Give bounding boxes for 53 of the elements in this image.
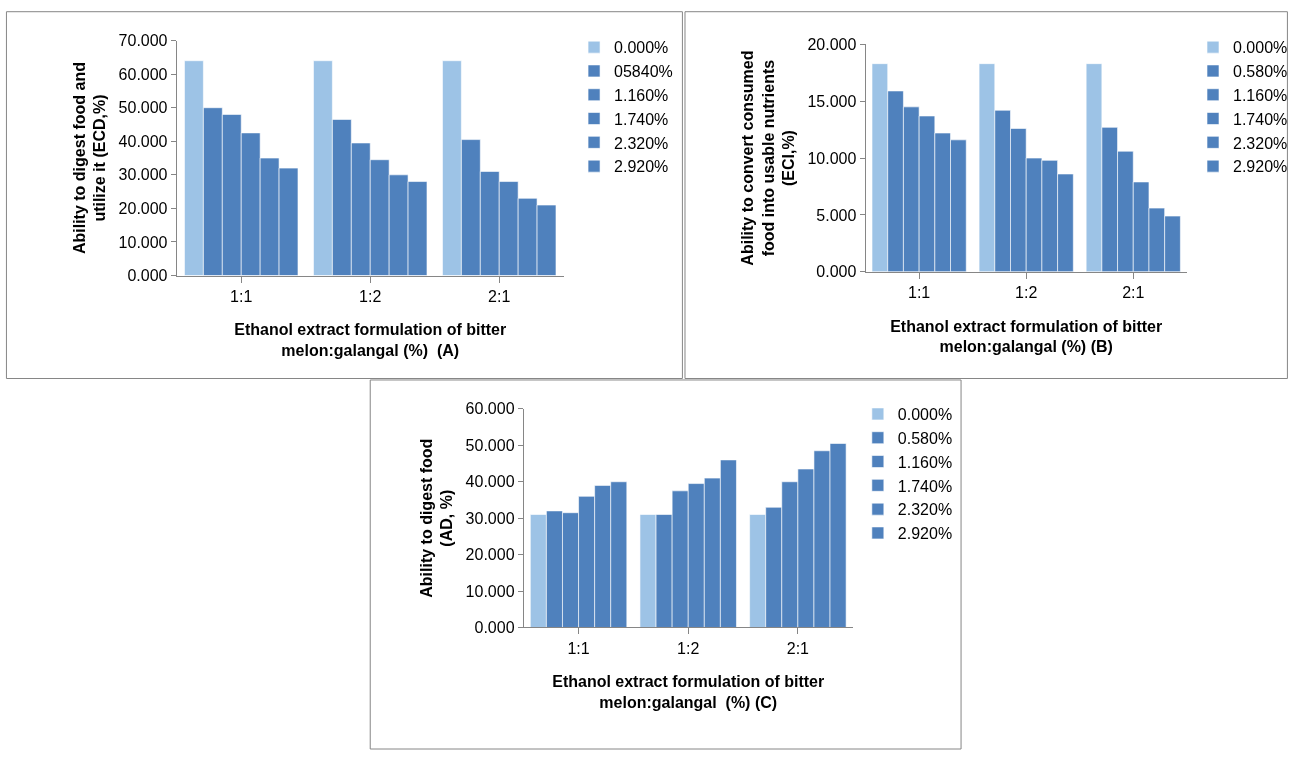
legend-label: 1.740%	[614, 110, 669, 128]
x-axis-title: Ethanol extract formulation of bitter melon:galangal (%) (C)	[552, 673, 825, 712]
legend-label: 0.000%	[1233, 39, 1288, 57]
legend-label: 2.920%	[897, 525, 953, 543]
legend-label: 2.320%	[614, 134, 669, 152]
x-tick-label: 2:1	[786, 639, 810, 657]
legend-label: 2.320%	[897, 501, 953, 519]
y-tick-label: 50.000	[465, 436, 515, 454]
x-tick-label: 1:1	[230, 287, 253, 305]
legend-label: 0.000%	[897, 406, 953, 424]
y-tick-label: 40.000	[465, 473, 515, 491]
y-tick-label: 20.000	[465, 546, 515, 564]
x-tick-label: 2:1	[1122, 284, 1145, 301]
legend-label: 05840%	[614, 63, 673, 81]
y-tick-label: 5.000	[816, 206, 857, 224]
y-tick-label: 40.000	[118, 132, 168, 150]
y-tick-label: 30.000	[118, 166, 168, 184]
legend-label: 2.920%	[614, 158, 669, 176]
y-tick-label: 10.000	[118, 233, 168, 251]
x-tick-label: 1:2	[359, 287, 382, 305]
y-tick-label: 60.000	[118, 65, 168, 83]
legend-label: 2.320%	[1233, 134, 1288, 152]
legend-label: 0.580%	[897, 429, 953, 447]
legend-label: 1.740%	[1233, 110, 1288, 128]
legend-label: 0.000%	[614, 39, 669, 57]
x-tick-label: 1:2	[677, 639, 700, 657]
y-tick-label: 50.000	[118, 99, 168, 117]
x-axis-title: Ethanol extract formulation of bitter melon:galangal (%) (A)	[234, 321, 507, 360]
y-tick-label: 10.000	[465, 582, 515, 600]
y-tick-label: 10.000	[807, 149, 857, 167]
legend-label: 1.160%	[614, 86, 669, 104]
legend-label: 1.160%	[1233, 86, 1288, 104]
x-tick-label: 1:1	[567, 639, 590, 657]
x-tick-label: 2:1	[488, 287, 511, 305]
y-tick-label: 20.000	[118, 199, 168, 217]
x-tick-label: 1:1	[908, 284, 931, 301]
legend-label: 1.160%	[897, 453, 953, 471]
legend-label: 2.920%	[1233, 158, 1288, 176]
y-axis-title: Ability to digest food and utilize it (ECD,%)	[70, 62, 109, 255]
y-tick-label: 0.000	[816, 263, 857, 281]
x-tick-label: 1:2	[1015, 284, 1038, 301]
y-axis-title: Ability to convert consumed food into usable nutrients (ECI,%)	[738, 50, 798, 266]
y-tick-label: 0.000	[127, 267, 168, 285]
y-tick-label: 60.000	[465, 400, 515, 418]
legend-label: 0.580%	[1233, 63, 1288, 81]
y-tick-label: 15.000	[807, 92, 857, 110]
y-tick-label: 0.000	[474, 619, 515, 637]
legend-label: 1.740%	[897, 477, 953, 495]
x-axis-title: Ethanol extract formulation of bitter melon:galangal (%) (B)	[890, 317, 1163, 356]
y-tick-label: 20.000	[807, 35, 857, 53]
y-tick-label: 30.000	[465, 509, 515, 527]
y-axis-title: Ability to digest food (AD, %)	[417, 438, 456, 598]
y-tick-label: 70.000	[118, 32, 168, 50]
